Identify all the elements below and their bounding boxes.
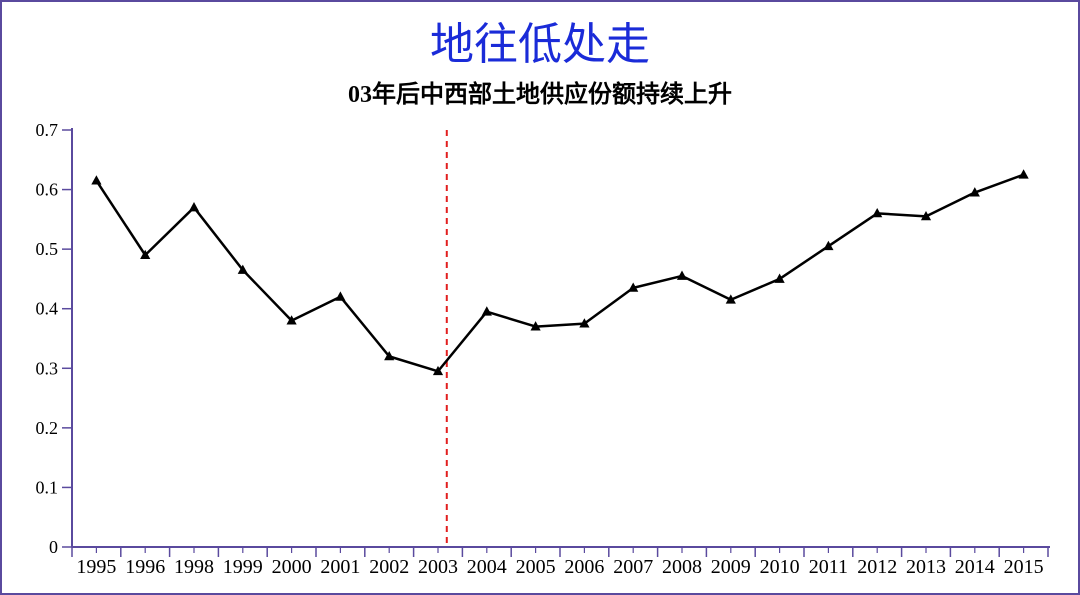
chart-frame: 地往低处走 03年后中西部土地供应份额持续上升 0 0.1 0.2 0.3 0.4 0.5… <box>0 0 1080 595</box>
svg-text:1998: 1998 <box>174 556 214 578</box>
plot-area: 0 0.1 0.2 0.3 0.4 0.5 0.6 0.7 1995 1996 1998 1999 20… <box>26 122 1054 575</box>
svg-text:2015: 2015 <box>1004 556 1044 578</box>
svg-text:0: 0 <box>49 537 58 557</box>
svg-text:1999: 1999 <box>223 556 263 578</box>
svg-text:2005: 2005 <box>516 556 556 578</box>
svg-text:0.6: 0.6 <box>36 180 59 200</box>
svg-text:2008: 2008 <box>662 556 702 578</box>
svg-text:2000: 2000 <box>272 556 312 578</box>
svg-text:2003: 2003 <box>418 556 458 578</box>
svg-text:0.7: 0.7 <box>36 122 59 140</box>
svg-text:2013: 2013 <box>906 556 946 578</box>
svg-text:2004: 2004 <box>467 556 507 578</box>
svg-text:2006: 2006 <box>564 556 604 578</box>
svg-text:1995: 1995 <box>76 556 116 578</box>
svg-text:2010: 2010 <box>760 556 800 578</box>
chart-subtitle: 03年后中西部土地供应份额持续上升 <box>2 74 1078 109</box>
svg-text:0.3: 0.3 <box>36 358 59 378</box>
svg-text:1996: 1996 <box>125 556 165 578</box>
svg-text:2011: 2011 <box>809 556 848 578</box>
svg-text:2009: 2009 <box>711 556 751 578</box>
svg-text:2001: 2001 <box>320 556 360 578</box>
svg-text:2012: 2012 <box>857 556 897 578</box>
svg-text:2014: 2014 <box>955 556 995 578</box>
svg-text:0.1: 0.1 <box>36 477 59 497</box>
svg-text:0.5: 0.5 <box>36 239 59 259</box>
svg-text:2007: 2007 <box>613 556 653 578</box>
chart-title: 地往低处走 <box>2 8 1078 72</box>
line-chart-svg: 0 0.1 0.2 0.3 0.4 0.5 0.6 0.7 1995 1996 1998 1999 20… <box>26 122 1058 579</box>
svg-text:0.2: 0.2 <box>36 418 59 438</box>
svg-text:0.4: 0.4 <box>36 299 59 319</box>
svg-text:2002: 2002 <box>369 556 409 578</box>
